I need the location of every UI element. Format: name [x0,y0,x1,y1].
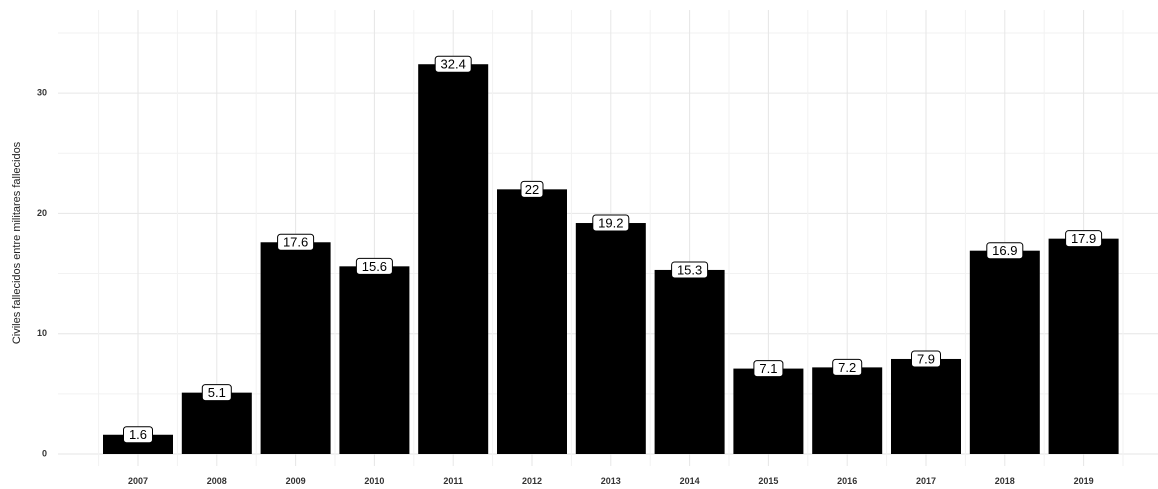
y-axis-title: Civiles fallecidos entre militares falle… [11,141,23,344]
x-tick-label: 2010 [364,476,384,486]
data-label-box [832,358,863,376]
x-tick-label: 2019 [1074,476,1094,486]
bar-2007 [103,434,173,454]
x-tick-label: 2018 [995,476,1015,486]
data-label-text: 15.6 [362,259,387,274]
data-label-text: 17.9 [1071,231,1096,246]
data-label-text: 1.6 [129,427,147,442]
data-label-text: 15.3 [677,262,702,277]
data-label-box [434,55,472,73]
data-label-2012: 22 [520,180,544,198]
data-label-text: 22 [525,182,539,197]
data-label-2010: 15.6 [355,257,393,275]
x-tick-label: 2013 [601,476,621,486]
data-labels: 1.6 5.1 17.6 15.6 32.4 22 19.2 15.3 7.1 7.2 7.9 16.… [123,55,1103,444]
data-label-2013: 19.2 [592,214,630,232]
bar-2012 [497,189,567,454]
data-label-2017: 7.9 [911,350,941,368]
x-tick-label: 2017 [916,476,936,486]
data-label-box [671,261,709,279]
bar-2008 [181,392,252,454]
data-label-text: 16.9 [992,243,1017,258]
data-label-text: 7.9 [917,351,935,366]
data-label-text: 32.4 [441,57,466,72]
data-label-2018: 16.9 [986,242,1024,260]
data-label-2008: 5.1 [201,384,232,402]
x-tick-label: 2014 [680,476,700,486]
data-label-text: 19.2 [598,215,623,230]
bar-2016 [812,367,883,454]
data-label-2019: 17.9 [1065,230,1103,248]
y-tick-label: 0 [42,448,47,458]
bar-2009 [260,242,331,454]
data-label-2007: 1.6 [123,426,153,444]
data-label-box [277,233,315,251]
bar-2013 [575,223,646,454]
y-tick-label: 20 [37,208,47,218]
y-axis: 0 10 20 30 [37,87,47,458]
x-tick-label: 2012 [522,476,542,486]
x-axis: 2007 2008 2009 2010 2011 2012 2013 2014 2015 2016… [128,476,1094,486]
x-tick-label: 2015 [758,476,778,486]
bars [103,64,1119,454]
data-label-box [520,180,544,198]
data-label-box [592,214,630,232]
bar-2017 [891,358,961,454]
data-label-2015: 7.1 [753,360,784,378]
x-tick-label: 2009 [286,476,306,486]
data-label-box [355,257,393,275]
y-tick-label: 10 [37,328,47,338]
y-tick-label: 30 [37,87,47,97]
data-label-box [911,350,941,368]
bar-2018 [969,250,1040,454]
data-label-text: 7.1 [759,361,777,376]
bar-2010 [339,266,410,454]
data-label-box [986,242,1024,260]
data-label-2016: 7.2 [832,358,863,376]
data-label-text: 5.1 [208,385,226,400]
x-tick-label: 2008 [207,476,227,486]
data-label-box [753,360,784,378]
data-label-box [201,384,232,402]
data-label-2011: 32.4 [434,55,472,73]
bar-2011 [418,64,489,454]
bar-2014 [654,269,725,454]
x-tick-label: 2011 [443,476,463,486]
data-label-box [1065,230,1103,248]
x-tick-label: 2007 [128,476,148,486]
data-label-2014: 15.3 [671,261,709,279]
bar-2019 [1048,238,1119,454]
bar-2015 [733,368,804,454]
x-tick-label: 2016 [837,476,857,486]
data-label-2009: 17.6 [277,233,315,251]
data-label-text: 7.2 [838,360,856,375]
data-label-text: 17.6 [283,235,308,250]
data-label-box [123,426,153,444]
